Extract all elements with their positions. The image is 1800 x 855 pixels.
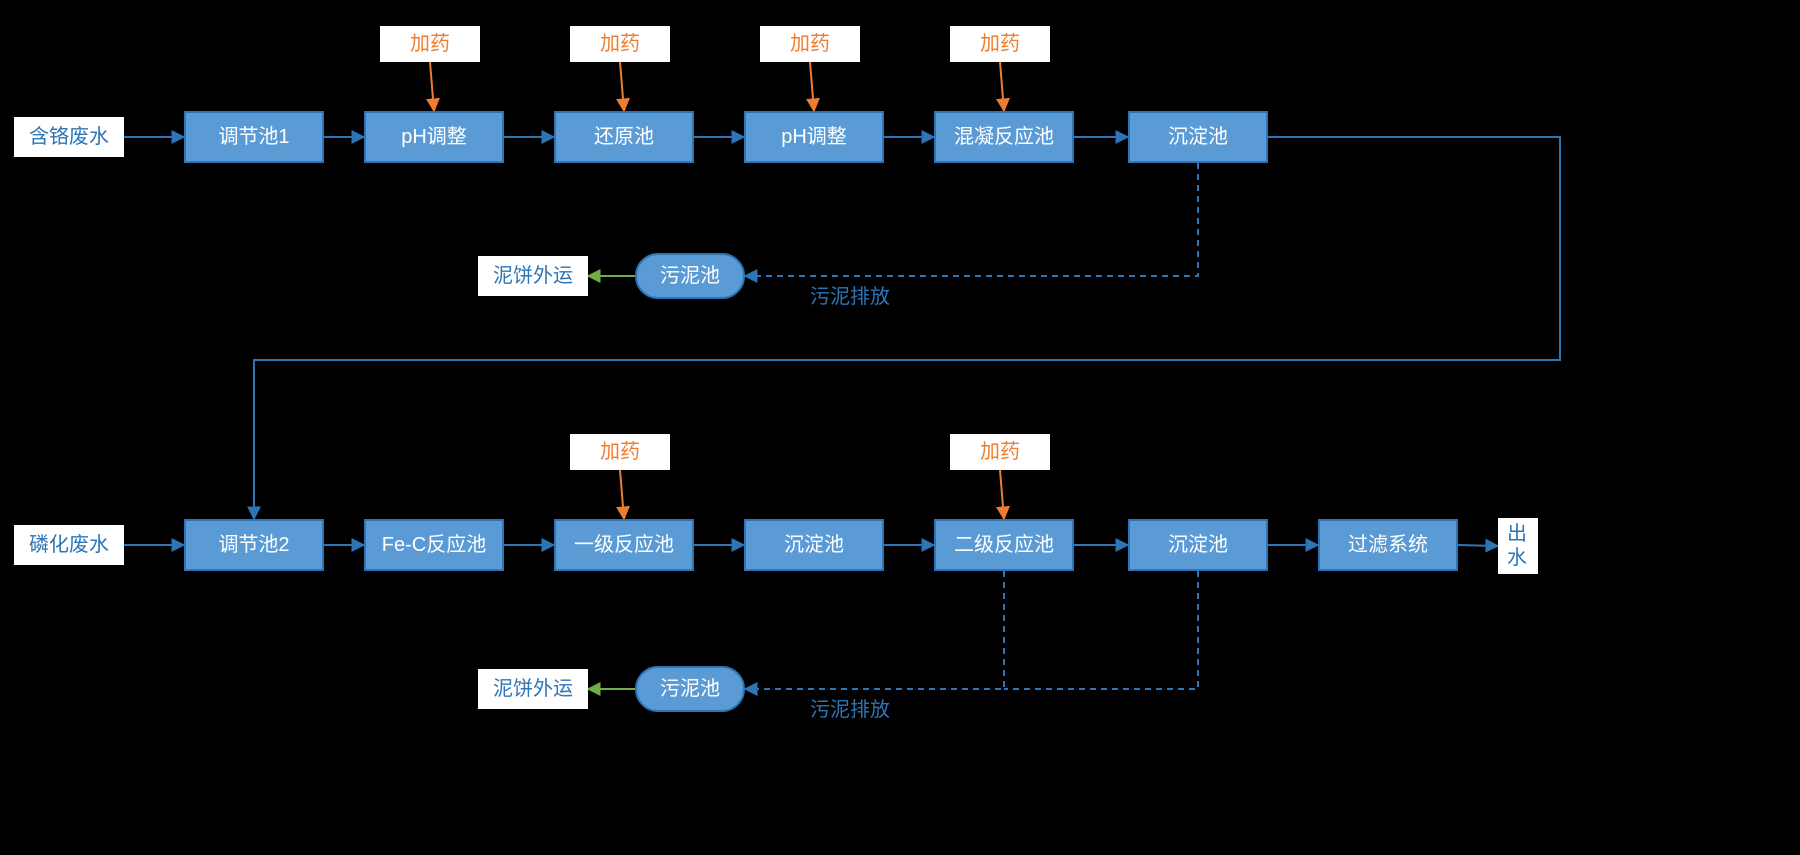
node-cake1: 泥饼外运 <box>478 256 588 296</box>
node-p16: 沉淀池 <box>1128 111 1268 163</box>
node-m21: 加药 <box>570 434 670 470</box>
edge <box>254 137 1560 519</box>
node-p12: pH调整 <box>364 111 504 163</box>
node-in1: 含铬废水 <box>14 117 124 157</box>
node-p13: 还原池 <box>554 111 694 163</box>
node-out2: 出水 <box>1498 518 1538 574</box>
edge <box>1000 470 1004 519</box>
node-p23: 一级反应池 <box>554 519 694 571</box>
node-p15: 混凝反应池 <box>934 111 1074 163</box>
node-p11: 调节池1 <box>184 111 324 163</box>
node-p21: 调节池2 <box>184 519 324 571</box>
node-in2: 磷化废水 <box>14 525 124 565</box>
node-cake2: 泥饼外运 <box>478 669 588 709</box>
node-p26: 沉淀池 <box>1128 519 1268 571</box>
node-p27: 过滤系统 <box>1318 519 1458 571</box>
node-tl2: 污泥排放 <box>810 693 890 722</box>
edge <box>745 163 1198 276</box>
node-m13: 加药 <box>760 26 860 62</box>
node-p25: 二级反应池 <box>934 519 1074 571</box>
edge <box>620 470 624 519</box>
node-sl1: 污泥池 <box>635 253 745 299</box>
node-p14: pH调整 <box>744 111 884 163</box>
node-m12: 加药 <box>570 26 670 62</box>
node-m11: 加药 <box>380 26 480 62</box>
edge <box>430 62 434 111</box>
node-p24: 沉淀池 <box>744 519 884 571</box>
edge <box>1000 62 1004 111</box>
node-p22: Fe-C反应池 <box>364 519 504 571</box>
edge <box>1458 545 1498 546</box>
node-m22: 加药 <box>950 434 1050 470</box>
edge <box>1004 571 1198 689</box>
node-tl1: 污泥排放 <box>810 280 890 309</box>
node-m14: 加药 <box>950 26 1050 62</box>
edge <box>810 62 814 111</box>
edge <box>620 62 624 111</box>
edge <box>745 571 1004 689</box>
node-sl2: 污泥池 <box>635 666 745 712</box>
